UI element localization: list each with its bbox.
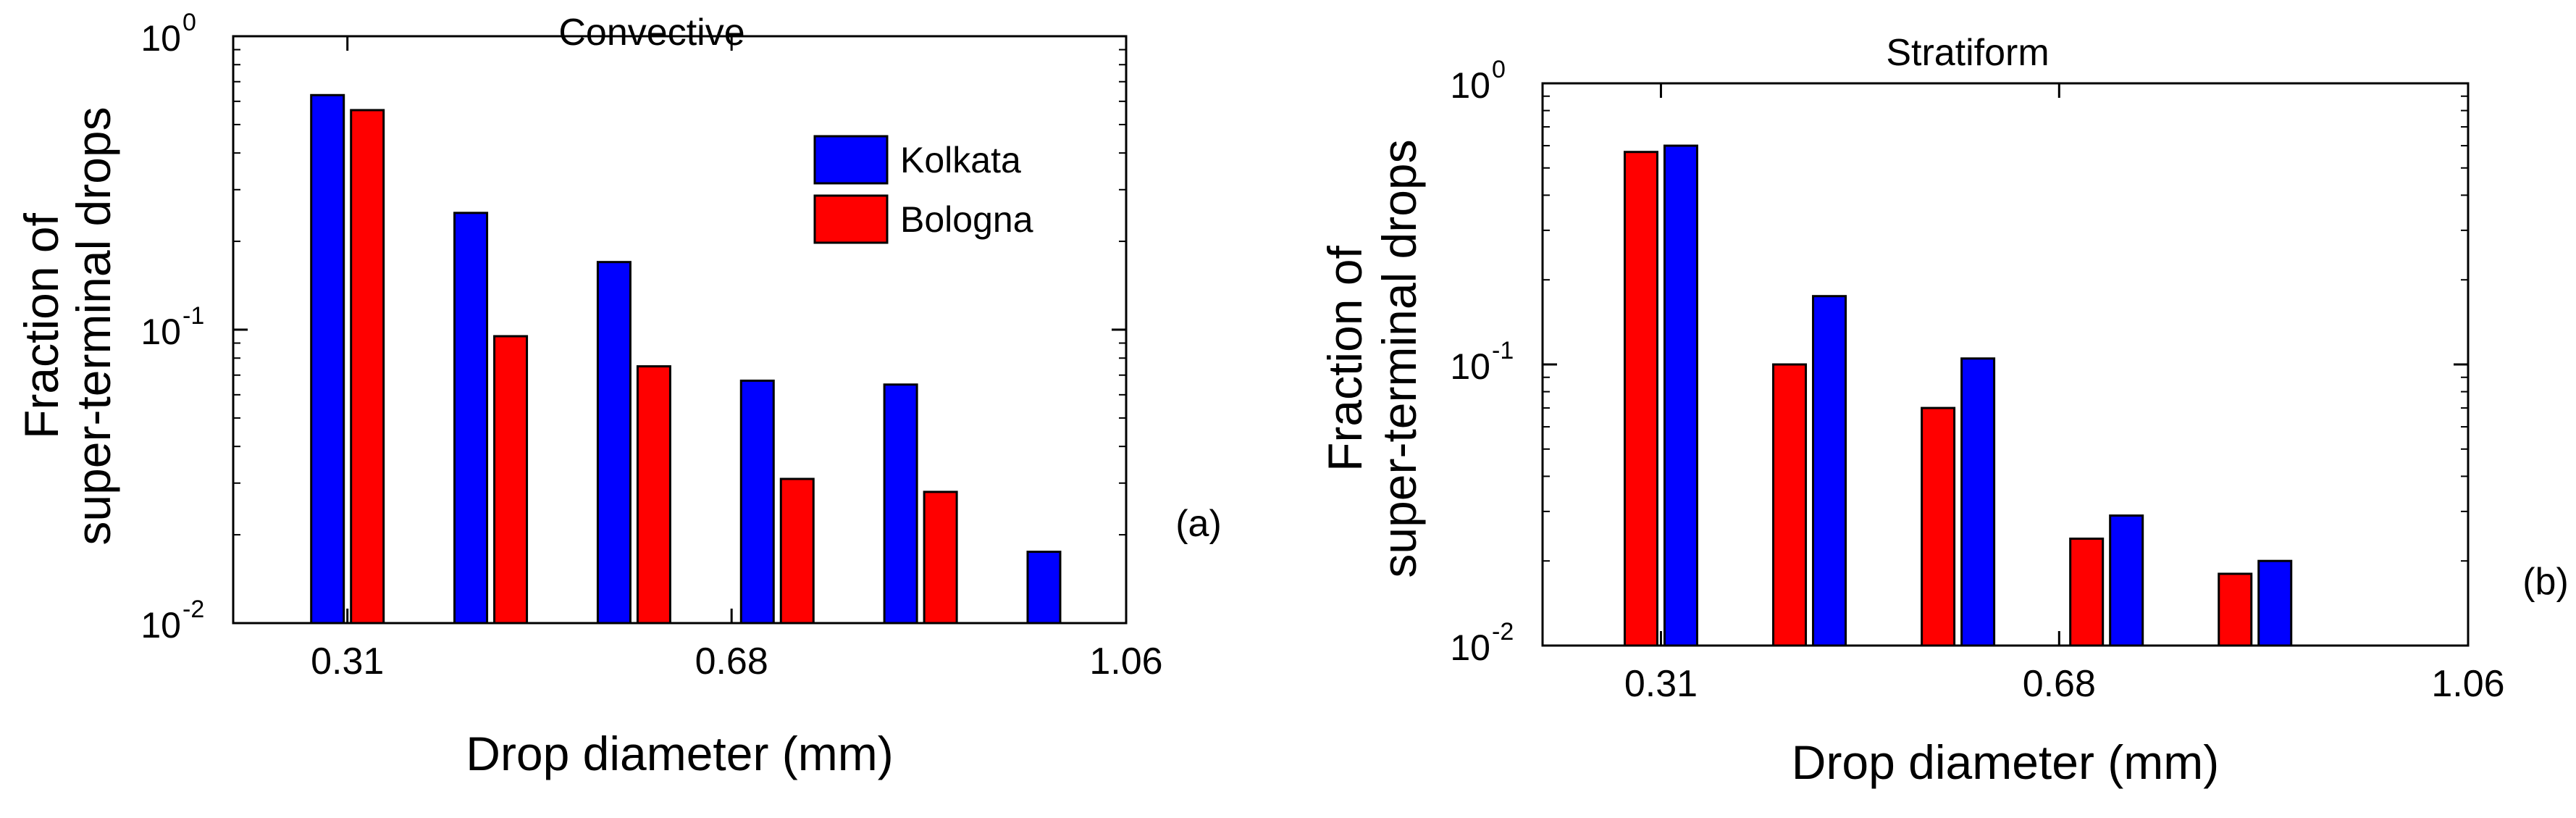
bar-bologna-1 xyxy=(350,109,385,625)
legend-swatch-bologna xyxy=(813,194,889,244)
y-axis-label-line2: super-terminal drops xyxy=(67,107,120,545)
bar-kolkata-1 xyxy=(1663,144,1698,647)
bar-bologna-3 xyxy=(636,365,671,625)
bar-kolkata-3 xyxy=(596,261,632,625)
chart-title: Convective xyxy=(558,12,744,54)
y-tick-label: 10 xyxy=(140,605,181,646)
y-tick-exponent: 0 xyxy=(1492,56,1506,83)
y-axis-label-line2: super-terminal drops xyxy=(1372,139,1426,577)
y-tick-label: 10 xyxy=(1450,346,1490,387)
x-tick-label: 0.68 xyxy=(2023,663,2096,705)
legend-swatch-kolkata xyxy=(813,135,889,185)
bar-bologna-4 xyxy=(2069,537,2105,647)
bar-kolkata-3 xyxy=(1960,357,1996,647)
bar-bologna-2 xyxy=(1772,363,1808,647)
y-tick-label: 10 xyxy=(1450,627,1490,668)
legend-label-kolkata: Kolkata xyxy=(900,140,1021,180)
bar-kolkata-4 xyxy=(739,379,775,625)
x-tick-label: 0.68 xyxy=(695,640,768,683)
bar-bologna-5 xyxy=(923,491,958,625)
y-tick-exponent: -2 xyxy=(1492,618,1514,646)
bar-bologna-1 xyxy=(1623,151,1658,647)
x-axis-label: Drop diameter (mm) xyxy=(1792,735,2219,789)
legend: Kolkata Bologna xyxy=(813,135,1033,244)
x-tick-label: 0.31 xyxy=(1624,663,1698,705)
y-tick-label: 10 xyxy=(140,312,181,352)
x-tick-label: 1.06 xyxy=(2431,663,2504,705)
bar-kolkata-5 xyxy=(2257,559,2293,647)
x-axis-label: Drop diameter (mm) xyxy=(466,727,893,780)
bar-kolkata-2 xyxy=(453,212,489,625)
bar-kolkata-1 xyxy=(310,93,345,625)
bar-bologna-3 xyxy=(1921,406,1956,647)
y-tick-label: 10 xyxy=(140,18,181,59)
y-tick-label: 10 xyxy=(1450,65,1490,106)
chart-title: Stratiform xyxy=(1886,32,2049,74)
bar-kolkata-5 xyxy=(883,383,918,625)
bar-bologna-5 xyxy=(2218,572,2253,647)
bar-kolkata-2 xyxy=(1812,295,1847,647)
panel-label: (b) xyxy=(2522,561,2569,603)
bar-bologna-2 xyxy=(493,335,529,625)
y-axis-label-line1: Fraction of xyxy=(1318,245,1372,471)
y-tick-exponent: -1 xyxy=(182,302,204,330)
panel-label: (a) xyxy=(1175,503,1222,545)
x-tick-label: 0.31 xyxy=(311,640,384,683)
legend-label-bologna: Bologna xyxy=(900,199,1033,240)
bar-kolkata-4 xyxy=(2109,514,2144,647)
x-axis: 0.31 0.68 1.06 xyxy=(311,36,1163,683)
y-tick-exponent: -1 xyxy=(1492,337,1514,364)
bar-kolkata-6 xyxy=(1026,551,1062,625)
y-tick-exponent: 0 xyxy=(182,9,196,36)
x-axis: 0.31 0.68 1.06 xyxy=(1624,83,2505,705)
x-tick-label: 1.06 xyxy=(1089,640,1162,683)
y-tick-exponent: -2 xyxy=(182,596,204,623)
bar-bologna-4 xyxy=(779,477,815,625)
y-axis-label-line1: Fraction of xyxy=(14,212,68,438)
